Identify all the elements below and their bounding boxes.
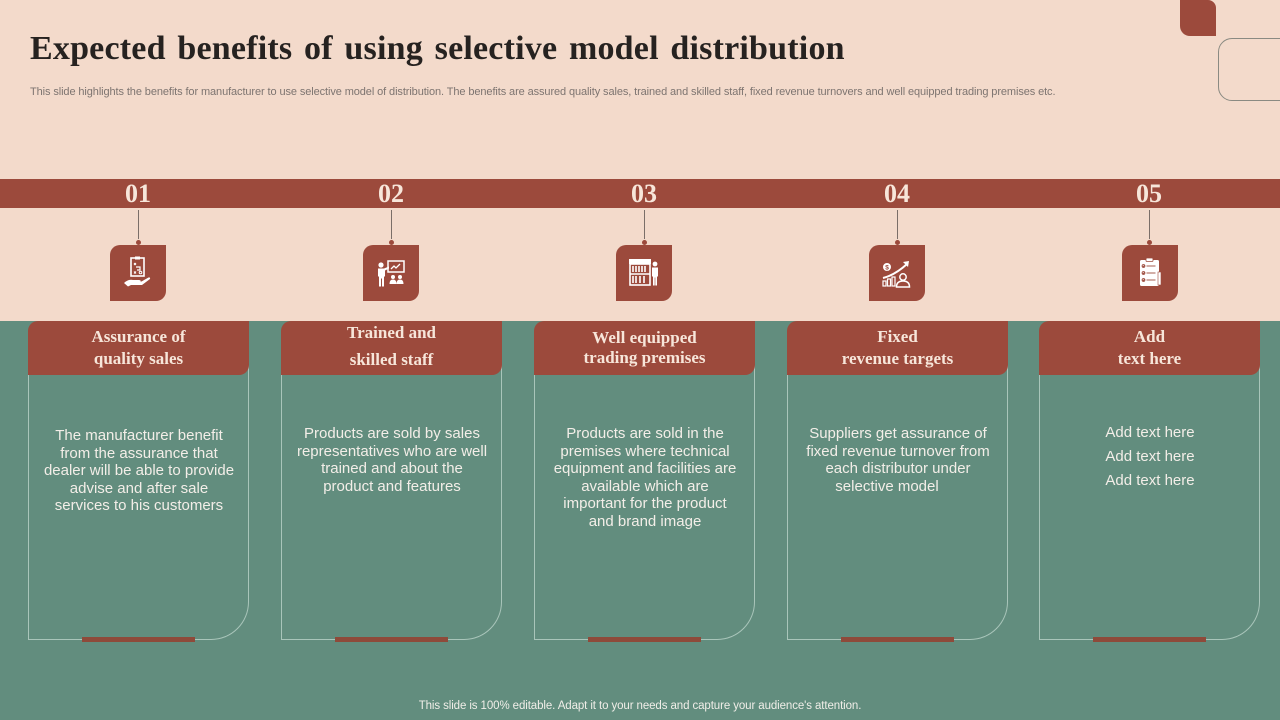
card-description-line: Add text here <box>1105 472 1195 489</box>
card-description-line: representatives who are well <box>296 442 488 460</box>
step-number-03: 03 <box>631 179 657 208</box>
card-description-line: Add text here <box>1105 424 1195 441</box>
card-heading: Fixed revenue targets <box>787 321 1008 375</box>
timeline-band <box>0 179 1280 208</box>
card-heading-line: text here <box>1117 349 1182 368</box>
card-heading-line: Add <box>1133 327 1166 346</box>
store-shelves-person-icon <box>629 259 658 286</box>
card-heading: Assurance of quality sales <box>28 321 249 375</box>
card-outline <box>787 361 1008 640</box>
icon-tile-01 <box>110 245 166 301</box>
card-heading-line: Trained and <box>347 323 436 342</box>
svg-text:$: $ <box>885 265 889 272</box>
card-description-line: premises where technical <box>560 442 730 460</box>
card-description-line: product and features <box>323 477 461 495</box>
card-accent-bar <box>841 637 954 642</box>
card-heading: Well equipped trading premises <box>534 321 755 375</box>
card-description-line: advise and after sale <box>69 479 209 497</box>
slide-subtitle: This slide highlights the benefits for m… <box>30 86 1056 98</box>
card-description-line: important for the product <box>563 495 727 512</box>
connector-line <box>644 210 645 242</box>
decorative-square-outline <box>1218 38 1280 101</box>
card-heading-line: trading premises <box>583 348 706 367</box>
card-outline <box>281 361 502 640</box>
card-description-line: available which are <box>581 477 709 495</box>
clipboard-strategy-hand-icon <box>124 256 151 287</box>
card-accent-bar <box>82 637 195 642</box>
benefit-card-01: Assurance of quality sales The manufactu… <box>28 321 250 642</box>
icon-tile-05 <box>1122 245 1178 301</box>
card-heading-line: Fixed <box>877 327 918 346</box>
connector-line <box>138 210 139 242</box>
card-accent-bar <box>335 637 448 642</box>
step-number-02: 02 <box>378 179 404 208</box>
card-description-line: equipment and facilities are <box>553 460 737 477</box>
step-number-01: 01 <box>125 179 151 208</box>
card-heading-line: skilled staff <box>349 350 434 369</box>
step-number-05: 05 <box>1136 179 1162 208</box>
card-heading: Trained and skilled staff <box>281 321 502 375</box>
benefit-card-04: Fixed revenue targets Suppliers get assu… <box>787 321 1009 642</box>
connector-line <box>1149 210 1150 242</box>
revenue-growth-chart-icon: $ <box>882 261 911 288</box>
checklist-clipboard-icon <box>1140 257 1162 286</box>
card-description-line: trained and about the <box>321 460 463 477</box>
card-heading: Add text here <box>1039 321 1260 375</box>
card-heading-line: Well equipped <box>592 328 697 347</box>
card-description-line: from the assurance that <box>60 444 218 462</box>
footer-note: This slide is 100% editable. Adapt it to… <box>418 700 862 712</box>
benefit-card-02: Trained and skilled staff Products are s… <box>281 321 503 642</box>
card-accent-bar <box>1093 637 1206 642</box>
card-description: Products are sold by sales representativ… <box>287 425 497 495</box>
card-heading-line: Assurance of <box>91 327 186 346</box>
card-description: Add text here Add text here Add text her… <box>1045 421 1255 493</box>
card-outline <box>1039 361 1260 640</box>
card-heading-line: revenue targets <box>841 349 954 368</box>
card-description-line: fixed revenue turnover from <box>806 442 990 460</box>
benefit-card-05: Add text here Add text here Add text her… <box>1039 321 1261 642</box>
step-number-04: 04 <box>884 179 910 208</box>
connector-line <box>391 210 392 242</box>
icon-tile-04: $ <box>869 245 925 301</box>
trainer-presentation-icon <box>378 260 405 287</box>
card-description-line: Products are sold in the <box>566 425 724 442</box>
card-description-line: Add text here <box>1105 448 1195 465</box>
card-description-line: and brand image <box>588 512 702 530</box>
card-description-line: dealer will be able to provide <box>43 462 235 479</box>
card-description: The manufacturer benefit from the assura… <box>34 427 244 515</box>
card-accent-bar <box>588 637 701 642</box>
icon-tile-02 <box>363 245 419 301</box>
card-description-line: each distributor under <box>825 460 971 477</box>
card-description-line: The manufacturer benefit <box>55 427 223 444</box>
card-description: Products are sold in the premises where … <box>540 425 750 530</box>
icon-tile-03 <box>616 245 672 301</box>
connector-line <box>897 210 898 242</box>
benefit-card-03: Well equipped trading premises Products … <box>534 321 756 642</box>
decorative-square-solid <box>1180 0 1216 36</box>
card-description-line: Suppliers get assurance of <box>809 425 987 442</box>
card-description-line: Products are sold by sales <box>304 425 480 442</box>
card-heading-line: quality sales <box>93 349 184 368</box>
card-description-line: selective model <box>835 477 939 495</box>
slide-title: Expected benefits of using selective mod… <box>30 30 845 67</box>
card-description: Suppliers get assurance of fixed revenue… <box>793 425 1003 495</box>
card-description-line: services to his customers <box>54 497 224 514</box>
